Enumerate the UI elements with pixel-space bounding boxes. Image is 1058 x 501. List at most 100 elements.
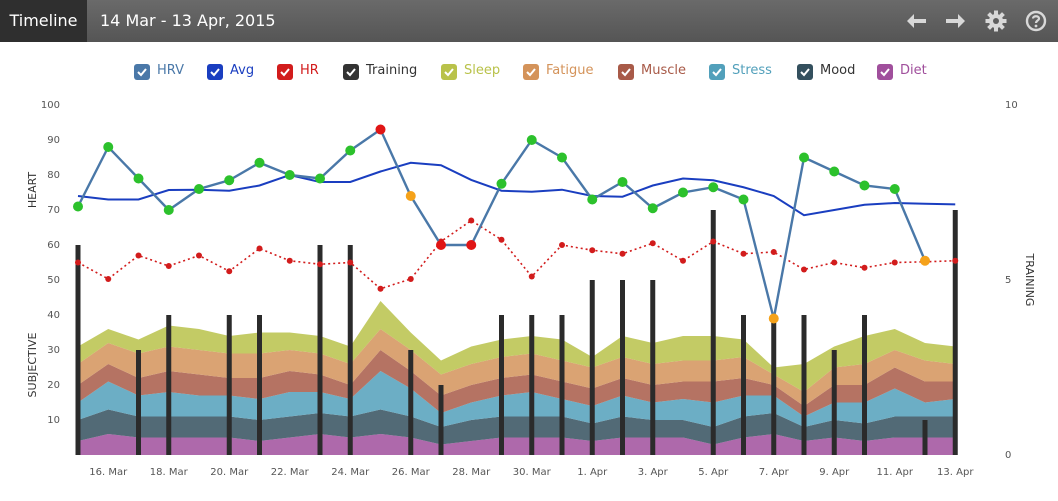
hrv-point <box>436 240 446 250</box>
training-bar <box>831 350 837 455</box>
hr-point <box>801 266 807 273</box>
training-bar <box>438 385 444 455</box>
x-tick-label: 28. Mar <box>452 467 491 478</box>
hrv-point <box>587 194 598 205</box>
hr-point <box>528 273 535 280</box>
checkbox-icon <box>618 64 634 80</box>
legend: HRV Avg HR Training Sleep Fatigue Muscle… <box>0 62 1058 86</box>
hr-point <box>770 249 777 255</box>
hrv-point <box>708 182 719 193</box>
hr-point <box>861 264 868 271</box>
checkbox-icon <box>709 64 725 80</box>
heart-axis-title: HEART <box>26 172 39 209</box>
training-bar <box>257 315 262 455</box>
hrv-point <box>859 180 870 191</box>
date-range[interactable]: 14 Mar - 13 Apr, 2015 <box>100 11 276 30</box>
sleep-area <box>78 301 956 392</box>
left-tick-label: 30 <box>47 345 60 356</box>
hr-point <box>286 257 293 264</box>
x-tick-label: 26. Mar <box>392 467 431 478</box>
top-bar: Timeline 14 Mar - 13 Apr, 2015 <box>0 0 1058 42</box>
hrv-point <box>799 152 809 163</box>
right-tick-label: 10 <box>1005 100 1018 111</box>
x-tick-label: 9. Apr <box>819 467 850 478</box>
hrv-point <box>224 175 235 186</box>
timeline-tab[interactable]: Timeline <box>0 0 87 42</box>
hr-point <box>377 285 384 292</box>
timeline-chart: 10 20 30 40 50 60 70 80 90 100 0 5 10 16. Mar 18. Mar 2… <box>26 100 1036 478</box>
hrv-point <box>73 201 83 212</box>
hrv-point <box>647 203 658 214</box>
hrv-line <box>76 127 927 319</box>
left-tick-label: 20 <box>47 380 60 391</box>
hr-point <box>710 238 717 245</box>
hr-point <box>135 252 142 259</box>
checkbox-icon <box>134 64 150 80</box>
hrv-point <box>163 205 174 215</box>
hrv-point <box>375 124 386 135</box>
muscle-area <box>78 350 956 417</box>
gear-icon[interactable] <box>984 9 1008 33</box>
x-tick-label: 24. Mar <box>331 467 370 478</box>
avg-line <box>77 161 956 217</box>
training-bar <box>771 315 777 455</box>
hr-point <box>740 250 747 257</box>
hrv-point <box>254 157 265 168</box>
hrv-point <box>617 177 628 187</box>
hr-point <box>75 259 81 266</box>
back-arrow-icon[interactable] <box>905 9 929 33</box>
hr-point <box>680 257 686 264</box>
x-tick-label: 11. Apr <box>877 467 914 478</box>
x-tick-label: 3. Apr <box>638 467 669 478</box>
hrv-series <box>73 124 930 324</box>
training-bar <box>952 210 958 455</box>
hrv-point <box>829 166 840 177</box>
left-tick-label: 80 <box>47 170 60 181</box>
x-tick-label: 5. Apr <box>698 467 729 478</box>
hr-point <box>468 217 475 224</box>
hr-point <box>831 259 838 266</box>
hrv-point <box>315 173 325 184</box>
hr-point <box>649 240 656 247</box>
training-bar <box>620 280 625 455</box>
training-bar <box>922 420 928 455</box>
subjective-stack <box>78 301 956 455</box>
hr-point <box>226 268 233 275</box>
x-tick-label: 7. Apr <box>759 467 790 478</box>
training-bar <box>650 280 656 455</box>
hrv-point <box>345 145 356 156</box>
hr-point <box>165 263 172 269</box>
help-icon[interactable] <box>1024 9 1048 33</box>
hr-point <box>256 245 263 252</box>
training-bars <box>75 210 958 455</box>
fatigue-area <box>78 329 956 406</box>
hr-line <box>77 219 956 290</box>
hrv-point <box>920 255 930 266</box>
forward-arrow-icon[interactable] <box>943 9 967 33</box>
training-bar <box>317 245 323 455</box>
mood-area <box>78 409 956 445</box>
checkbox-icon <box>343 64 359 80</box>
subjective-axis-title: SUBJECTIVE <box>26 333 39 398</box>
hrv-point <box>284 170 295 180</box>
hrv-point <box>103 142 114 152</box>
training-bar <box>801 315 807 455</box>
training-bar <box>589 280 595 455</box>
hr-point <box>619 250 626 257</box>
x-tick-label: 20. Mar <box>210 467 249 478</box>
training-bar <box>347 245 353 455</box>
left-tick-label: 60 <box>47 240 60 251</box>
training-bar <box>499 315 504 455</box>
hr-point <box>407 275 414 282</box>
training-axis-title: TRAINING <box>1023 253 1036 307</box>
left-tick-label: 10 <box>47 415 60 426</box>
training-bar <box>862 315 867 455</box>
hrv-point <box>678 187 688 198</box>
training-bar <box>226 315 232 455</box>
hrv-point <box>889 184 900 194</box>
hrv-point <box>466 240 477 250</box>
left-tick-label: 90 <box>47 135 60 146</box>
hrv-point <box>768 313 779 324</box>
hr-point <box>952 257 959 264</box>
x-tick-label: 13. Apr <box>937 467 974 478</box>
